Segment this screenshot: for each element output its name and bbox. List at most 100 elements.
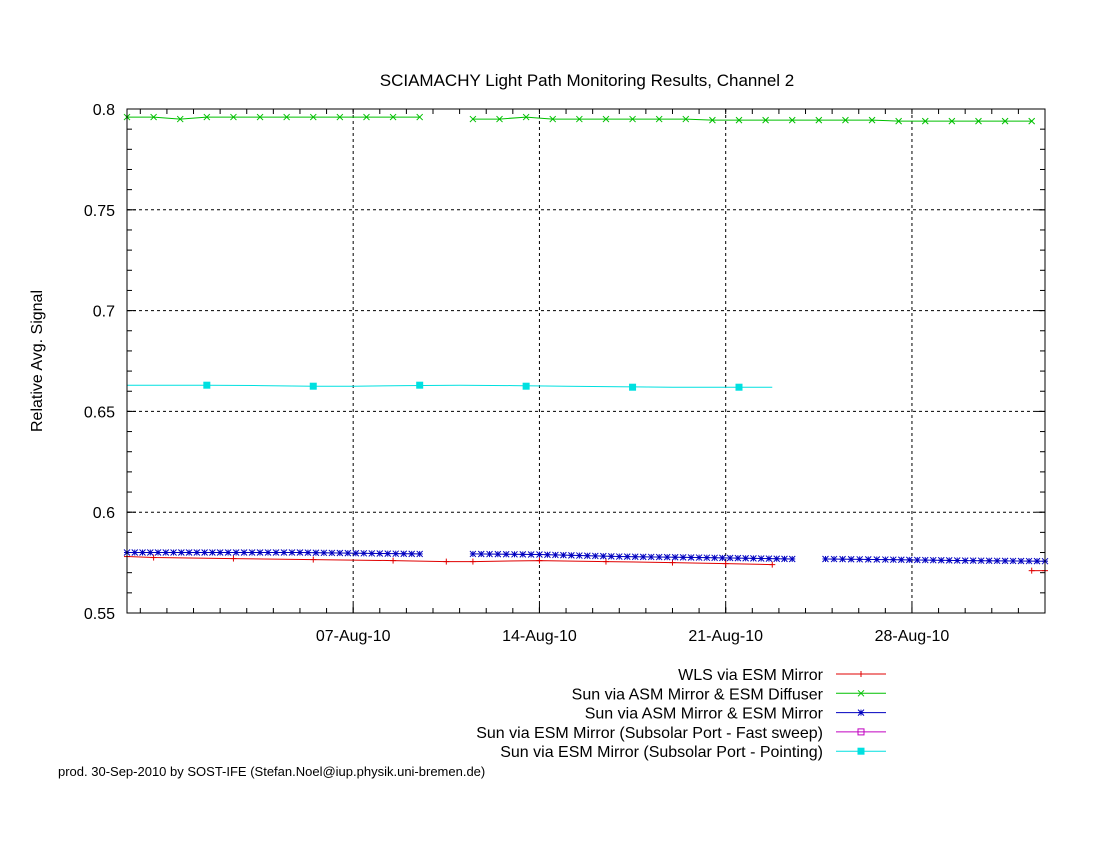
data-point xyxy=(203,381,211,389)
series-2 xyxy=(123,113,1036,125)
data-point xyxy=(336,549,344,557)
legend-marker xyxy=(858,671,864,677)
legend-label: WLS via ESM Mirror xyxy=(678,667,824,684)
data-point xyxy=(203,113,211,121)
y-tick-label: 0.65 xyxy=(84,404,115,421)
data-point xyxy=(272,549,280,556)
data-point xyxy=(868,116,876,124)
data-point xyxy=(1028,117,1036,125)
data-point xyxy=(240,549,248,556)
y-axis-label: Relative Avg. Signal xyxy=(29,290,46,432)
data-point xyxy=(209,549,216,556)
series-5 xyxy=(127,381,773,391)
data-point xyxy=(864,556,872,563)
legend-marker xyxy=(857,709,865,716)
data-point xyxy=(655,115,663,123)
data-point xyxy=(734,554,742,562)
data-point xyxy=(682,115,690,123)
data-point xyxy=(945,557,953,564)
data-point xyxy=(647,553,655,561)
data-point xyxy=(256,113,264,121)
data-point xyxy=(469,115,477,123)
data-point xyxy=(416,113,424,121)
x-tick-label: 28-Aug-10 xyxy=(875,628,950,645)
data-point xyxy=(742,554,750,562)
data-point xyxy=(232,549,240,556)
data-point xyxy=(384,550,392,557)
series-layer xyxy=(123,113,1049,574)
data-point xyxy=(522,113,530,121)
data-point xyxy=(575,115,583,123)
data-point xyxy=(502,550,510,558)
data-point xyxy=(757,555,765,562)
grid xyxy=(127,109,1045,613)
data-point xyxy=(216,549,224,556)
data-point xyxy=(719,554,726,562)
data-point xyxy=(536,557,543,564)
data-point xyxy=(709,116,716,124)
data-point xyxy=(687,554,695,561)
data-point xyxy=(788,116,796,124)
data-point xyxy=(735,383,743,391)
legend-marker xyxy=(857,728,865,736)
data-point xyxy=(969,557,977,564)
data-point xyxy=(336,113,344,121)
data-point xyxy=(591,552,599,560)
data-point xyxy=(788,555,796,563)
data-point xyxy=(519,551,527,558)
data-point xyxy=(1028,567,1035,574)
data-point xyxy=(1025,557,1033,565)
data-point xyxy=(735,116,743,124)
data-point xyxy=(830,555,838,563)
legend: WLS via ESM Mirror Sun via ASM Mirror & E… xyxy=(476,667,886,761)
data-point xyxy=(494,550,502,558)
data-point xyxy=(1017,557,1025,565)
data-point xyxy=(170,549,177,556)
axis-ticks: 0.55 0.6 0.65 0.7 0.75 0.8 07-Aug-10 14-Aug-10 2… xyxy=(84,102,1046,645)
data-point xyxy=(248,549,256,556)
x-tick-label: 07-Aug-10 xyxy=(316,628,391,645)
data-point xyxy=(663,553,671,561)
data-point xyxy=(224,549,232,556)
y-tick-label: 0.55 xyxy=(84,606,115,623)
data-point xyxy=(486,550,493,558)
data-point xyxy=(544,551,551,559)
data-point xyxy=(568,551,575,559)
data-point xyxy=(230,113,237,121)
data-point xyxy=(549,115,557,123)
data-point xyxy=(408,550,416,558)
data-point xyxy=(655,553,663,561)
data-point xyxy=(469,550,477,558)
data-point xyxy=(703,554,711,562)
data-point xyxy=(150,554,157,561)
legend-label: Sun via ASM Mirror & ESM Mirror xyxy=(585,706,824,723)
data-point xyxy=(230,555,237,562)
data-point xyxy=(150,113,157,121)
data-point xyxy=(977,557,985,565)
data-point xyxy=(552,551,559,559)
data-point xyxy=(905,556,913,564)
data-point xyxy=(948,117,956,125)
data-point xyxy=(389,113,397,121)
data-point xyxy=(522,382,530,390)
data-point xyxy=(496,115,503,123)
y-tick-label: 0.6 xyxy=(93,505,115,522)
series-line xyxy=(127,116,420,120)
data-point xyxy=(842,116,849,124)
data-point xyxy=(416,550,424,558)
data-point xyxy=(177,549,185,556)
data-point xyxy=(392,550,400,558)
data-point xyxy=(929,556,937,564)
x-tick-label: 14-Aug-10 xyxy=(502,628,577,645)
data-point xyxy=(695,554,703,561)
data-point xyxy=(469,558,476,565)
data-point xyxy=(139,549,146,556)
y-tick-label: 0.7 xyxy=(93,304,115,321)
data-point xyxy=(921,117,929,125)
data-point xyxy=(400,550,408,558)
legend-marker xyxy=(857,689,865,697)
data-point xyxy=(360,549,368,557)
data-point xyxy=(368,550,376,557)
data-point xyxy=(762,116,769,124)
data-point xyxy=(1001,117,1009,125)
